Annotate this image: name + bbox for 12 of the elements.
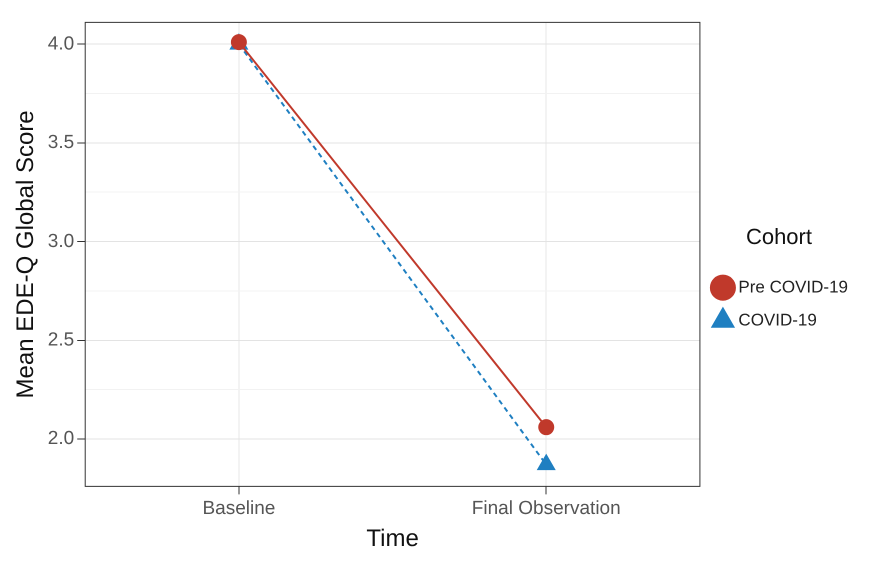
y-tick-label: 3.5 [48, 132, 74, 154]
legend-title: Cohort [746, 224, 812, 249]
y-tick-label: 3.0 [48, 230, 74, 252]
legend-label: COVID-19 [738, 310, 817, 330]
y-tick-label: 2.5 [48, 330, 74, 351]
y-tick-label: 4.0 [48, 33, 74, 54]
legend-label: Pre COVID-19 [738, 277, 848, 296]
y-tick-label: 2.0 [48, 428, 74, 450]
x-tick-label: Final Observation [472, 498, 621, 520]
x-tick-label: Baseline [202, 498, 276, 520]
y-axis-title: Mean EDE-Q Global Score [12, 110, 40, 398]
x-axis-title: Time [366, 525, 419, 552]
